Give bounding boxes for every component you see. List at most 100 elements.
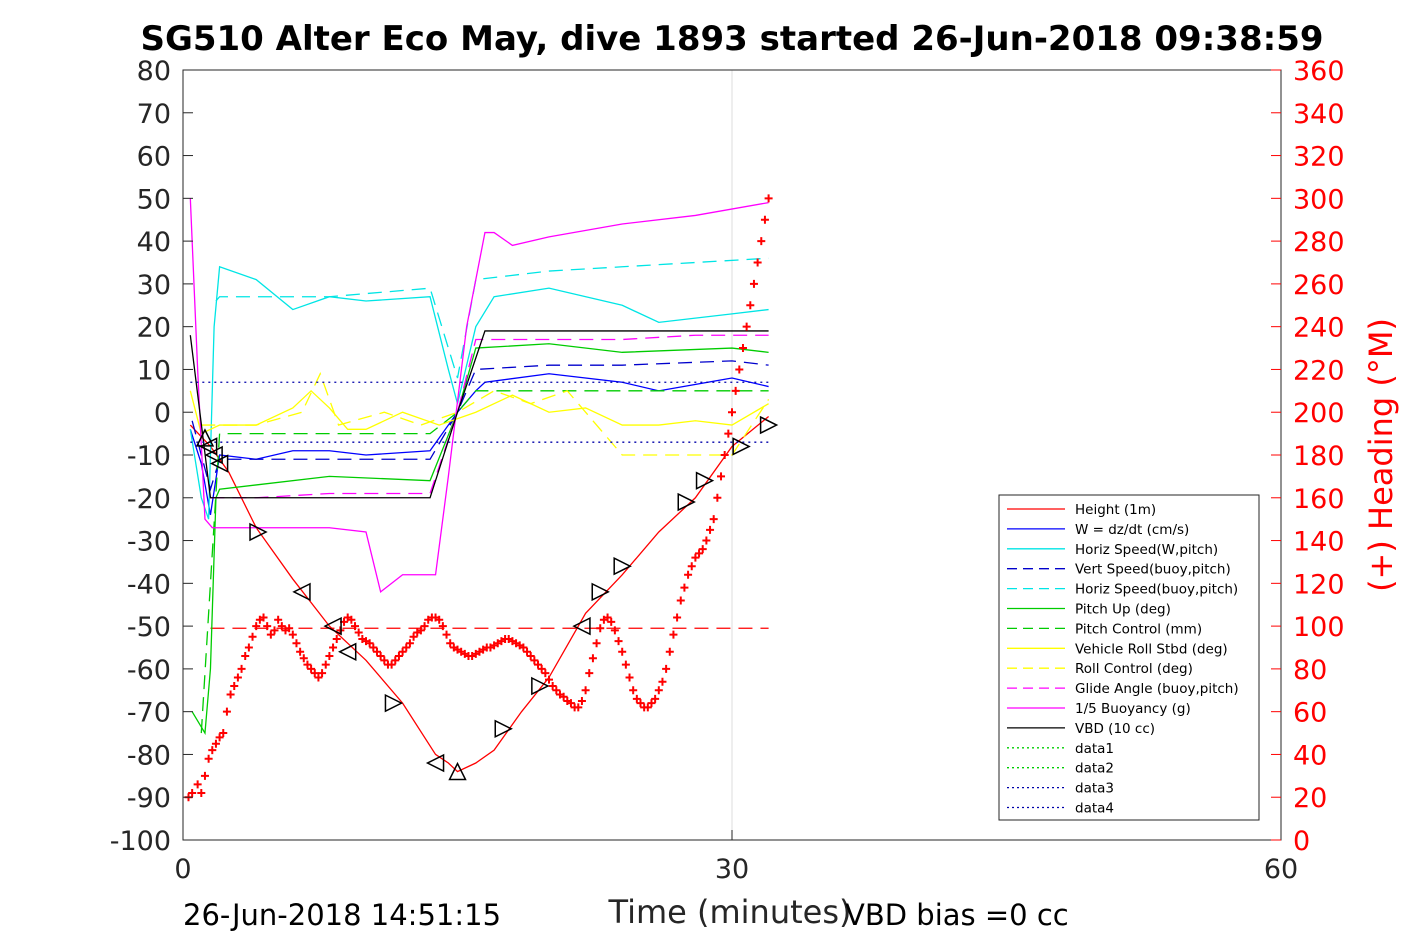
heading-point (643, 703, 652, 712)
heading-point (347, 615, 356, 624)
heading-point (241, 652, 250, 661)
heading-point (244, 643, 253, 652)
heading-point (387, 660, 396, 669)
heading-point (698, 545, 707, 554)
heading-point (248, 632, 257, 641)
triangle-marker (198, 437, 218, 456)
heading-point (691, 553, 700, 562)
legend-label: Pitch Up (deg) (1075, 602, 1171, 618)
heading-point (746, 301, 755, 310)
heading-point (376, 652, 385, 661)
heading-point (552, 686, 561, 695)
y2-tick-label: 300 (1293, 184, 1345, 215)
series-line-height-1m (189, 415, 770, 773)
heading-point (603, 613, 612, 622)
heading-point (233, 673, 242, 682)
heading-point (738, 344, 747, 353)
heading-point (259, 613, 268, 622)
heading-point (680, 583, 689, 592)
heading-point (742, 322, 751, 331)
legend-label: VBD (10 cc) (1075, 721, 1155, 737)
heading-point (537, 664, 546, 673)
heading-markers (184, 194, 773, 802)
triangle-marker (572, 616, 591, 636)
heading-point (665, 647, 674, 656)
heading-point (687, 562, 696, 571)
heading-point (676, 596, 685, 605)
y-axis-ticks: 80 70 60 50 40 30 20 10 0 -10 -20 -30 -40 -50 -60 -70 -8… (110, 56, 193, 857)
y2-tick-label: 60 (1293, 698, 1327, 729)
series-line-1-5-buoyancy-g (189, 198, 769, 594)
heading-point (673, 613, 682, 622)
heading-point (307, 664, 316, 673)
legend-label: Pitch Control (mm) (1075, 621, 1202, 637)
y2-tick-label: 120 (1293, 569, 1345, 600)
heading-point (684, 570, 693, 579)
heading-point (318, 669, 327, 678)
triangle-marker (204, 445, 223, 465)
x-axis-ticks: 0 30 60 (174, 830, 1298, 885)
y-tick-label: 70 (137, 99, 171, 130)
heading-point (749, 279, 758, 288)
heading-point (753, 258, 762, 267)
heading-point (735, 365, 744, 374)
heading-point (662, 664, 671, 673)
heading-point (618, 647, 627, 656)
y-tick-label: 20 (137, 313, 171, 344)
heading-point (607, 617, 616, 626)
heading-point (237, 664, 246, 673)
triangle-marker (732, 437, 751, 456)
y2-tick-label: 140 (1293, 527, 1345, 558)
series-line-roll-control-deg (201, 372, 770, 456)
heading-point (230, 682, 239, 690)
y2-axis-label: (+) Heading (°M) (1362, 318, 1400, 592)
heading-point (695, 549, 704, 558)
heading-point (446, 639, 455, 648)
heading-point (204, 754, 213, 763)
legend-label: Height (1m) (1075, 502, 1156, 518)
heading-point (632, 694, 641, 703)
heading-point (717, 472, 726, 481)
legend-label: Vert Speed(buoy,pitch) (1075, 562, 1231, 578)
y-tick-label: 60 (137, 142, 171, 173)
triangle-marker (591, 582, 610, 602)
heading-point (288, 630, 297, 639)
legend-label: Glide Angle (buoy,pitch) (1075, 681, 1239, 697)
heading-point (252, 622, 261, 631)
heading-point (215, 733, 224, 742)
heading-point (669, 630, 678, 639)
triangle-marker (677, 492, 696, 512)
heading-point (596, 624, 605, 633)
triangle-markers (195, 415, 779, 781)
heading-point (585, 669, 594, 678)
y2-tick-label: 360 (1293, 56, 1345, 87)
heading-point (329, 643, 338, 652)
heading-point (188, 788, 197, 797)
triangle-marker (613, 557, 632, 576)
legend: Height (1m) W = dz/dt (cm/s) Horiz Speed(W… (998, 494, 1260, 821)
footer-timestamp: 26-Jun-2018 14:51:15 (183, 898, 502, 932)
series-line-vehicle-roll-stbd-deg (189, 389, 769, 435)
y2-tick-label: 160 (1293, 484, 1345, 515)
y-tick-label: 0 (154, 398, 171, 429)
legend-label: data3 (1075, 781, 1114, 797)
heading-point (200, 771, 209, 780)
series-line-vbd-10-cc (189, 330, 769, 499)
triangle-marker (759, 415, 779, 435)
heading-point (658, 677, 667, 686)
heading-point (588, 654, 597, 663)
heading-point (274, 615, 283, 624)
heading-point (651, 694, 660, 703)
legend-label: Horiz Speed(buoy,pitch) (1075, 582, 1238, 598)
triangle-marker (323, 616, 342, 636)
y-tick-label: 50 (137, 184, 171, 215)
heading-point (435, 615, 444, 624)
y-tick-label: -100 (110, 826, 171, 857)
heading-point (713, 493, 722, 502)
heading-point (764, 194, 773, 203)
heading-point (548, 682, 557, 690)
heading-point (438, 622, 447, 631)
heading-point (647, 699, 656, 708)
x-tick-label: 30 (715, 854, 749, 885)
